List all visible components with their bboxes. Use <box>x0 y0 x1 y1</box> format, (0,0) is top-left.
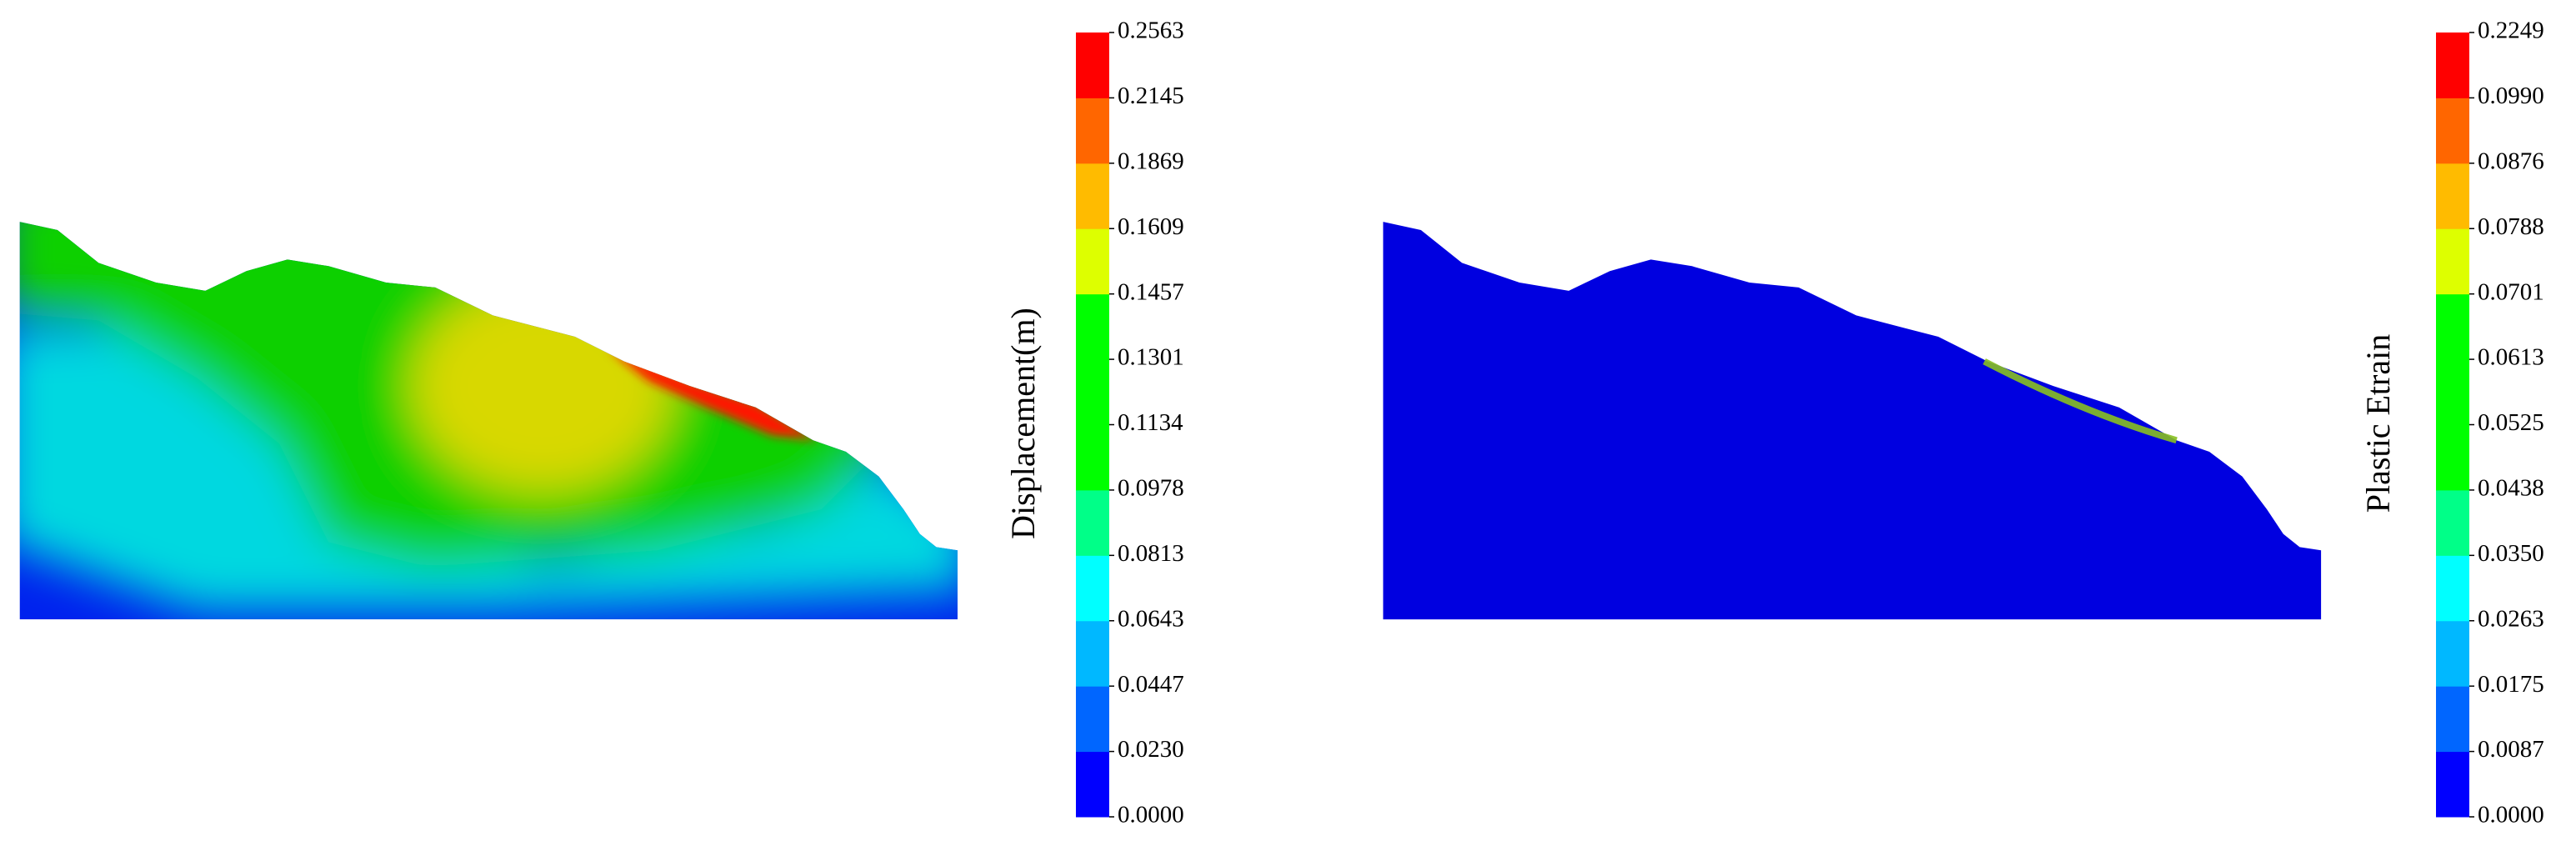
colorbar-band <box>2436 359 2469 425</box>
displacement-contour <box>19 222 958 620</box>
colorbar-band <box>2436 163 2469 229</box>
colorbar-band <box>1076 555 1109 622</box>
colorbar-tick-label: 0.0087 <box>2478 736 2544 763</box>
colorbar-tick-label: 0.0876 <box>2478 148 2544 174</box>
colorbar-band <box>1076 163 1109 229</box>
colorbar-band <box>2436 424 2469 491</box>
colorbar-band <box>1076 751 1109 818</box>
colorbar-tick-label: 0.0438 <box>2478 475 2544 502</box>
colorbar-tick-label: 0.2249 <box>2478 18 2544 44</box>
colorbar-band <box>2436 555 2469 622</box>
colorbar-band <box>1076 620 1109 687</box>
colorbar-tick-label: 0.0613 <box>2478 344 2544 371</box>
colorbar-tick-label: 0.0175 <box>2478 671 2544 698</box>
colorbar-band <box>1076 33 1109 98</box>
colorbar-tick-label: 0.0813 <box>1118 540 1184 567</box>
colorbar-band <box>1076 686 1109 753</box>
colorbar-tick-label: 0.1134 <box>1118 409 1183 436</box>
colorbar-band <box>2436 751 2469 818</box>
colorbar-tick-label: 0.0701 <box>2478 278 2544 305</box>
colorbar-band <box>2436 620 2469 687</box>
colorbar-band <box>2436 489 2469 556</box>
colorbar-label: Plastic Etrain <box>2359 334 2397 513</box>
colorbar-band <box>2436 228 2469 295</box>
colorbar-tick-label: 0.0350 <box>2478 540 2544 567</box>
colorbar-band <box>1076 293 1109 360</box>
colorbar-label: Displacement(m) <box>1004 308 1042 539</box>
colorbar-tick-label: 0.2563 <box>1118 18 1184 44</box>
colorbar-band <box>2436 293 2469 360</box>
colorbar-band <box>1076 98 1109 164</box>
colorbar-tick-label: 0.0990 <box>2478 83 2544 109</box>
colorbar-band <box>2436 686 2469 753</box>
colorbar-tick-label: 0.1869 <box>1118 148 1184 174</box>
colorbar-tick-label: 0.0788 <box>2478 213 2544 240</box>
colorbar-band <box>2436 98 2469 164</box>
colorbar-band <box>1076 424 1109 491</box>
colorbar-tick-label: 0.1457 <box>1118 278 1184 305</box>
colorbar-band <box>2436 33 2469 98</box>
colorbar-tick-label: 0.0643 <box>1118 605 1184 632</box>
colorbar-tick-label: 0.0525 <box>2478 409 2544 436</box>
colorbar-tick-label: 0.0000 <box>1118 802 1184 828</box>
colorbar-band <box>1076 228 1109 295</box>
colorbar-tick-label: 0.1301 <box>1118 344 1184 371</box>
colorbar-tick-label: 0.0263 <box>2478 605 2544 632</box>
plastic-strain-contour <box>1383 222 2322 620</box>
colorbar-tick-label: 0.1609 <box>1118 213 1184 240</box>
colorbar-tick-label: 0.0447 <box>1118 671 1184 698</box>
colorbar-tick-label: 0.0000 <box>2478 802 2544 828</box>
colorbar-tick-label: 0.0978 <box>1118 475 1184 502</box>
colorbar-band <box>1076 359 1109 425</box>
colorbar-tick-label: 0.2145 <box>1118 83 1184 109</box>
colorbar-band <box>1076 489 1109 556</box>
colorbar-tick-label: 0.0230 <box>1118 736 1184 763</box>
